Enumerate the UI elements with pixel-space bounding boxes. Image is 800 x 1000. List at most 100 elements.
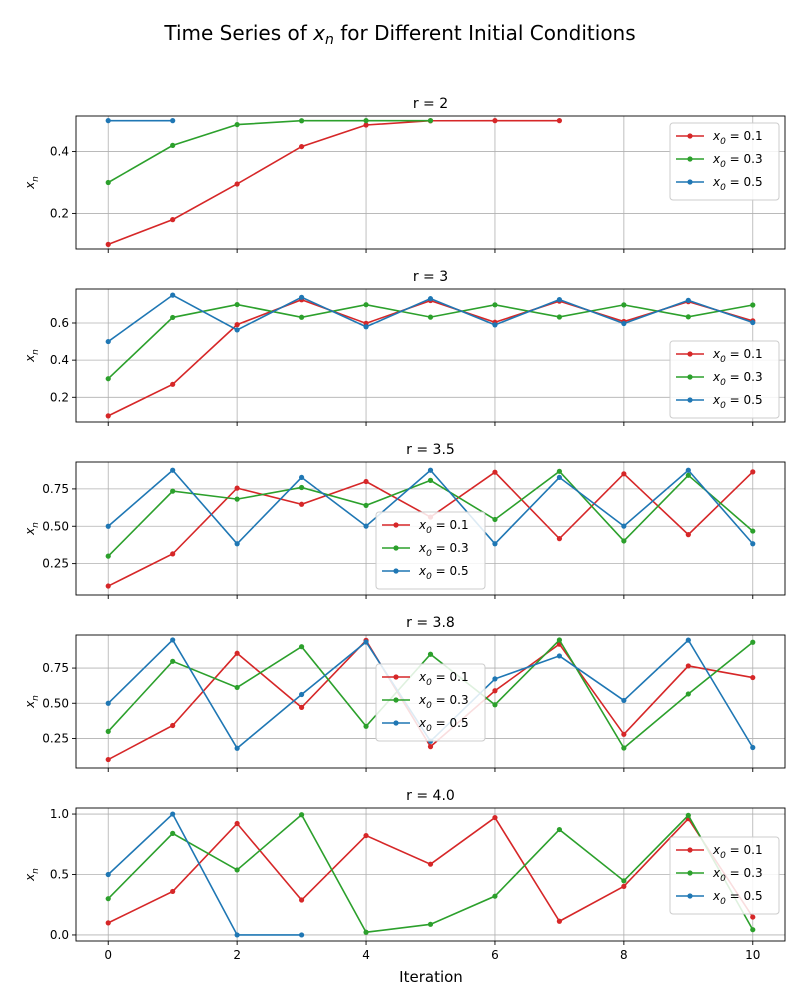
- legend-label: x0 = 0.1: [712, 843, 763, 861]
- legend-label: x0 = 0.1: [418, 670, 469, 688]
- data-point-x-0-0-3: [685, 691, 691, 697]
- data-point-x-0-0-5: [298, 932, 305, 938]
- data-point-x-0-0-5: [105, 523, 111, 529]
- legend-label: x0 = 0.3: [418, 541, 469, 559]
- y-tick-label: 0.4: [50, 353, 69, 367]
- subplot-title: r = 3: [413, 269, 448, 285]
- x-tick-label: 10: [745, 948, 760, 962]
- data-point-x-0-0-5: [492, 676, 498, 682]
- data-point-x-0-0-3: [170, 314, 176, 321]
- data-point-x-0-0-1: [105, 583, 111, 589]
- data-point-x-0-0-1: [363, 122, 369, 128]
- axes-frame: [75, 288, 786, 423]
- data-point-x-0-0-3: [685, 812, 691, 818]
- data-point-x-0-0-3: [105, 728, 111, 735]
- data-point-x-0-0-5: [750, 319, 756, 326]
- data-point-x-0-0-1: [170, 381, 176, 387]
- data-point-x-0-0-1: [621, 883, 627, 889]
- data-point-x-0-0-5: [363, 639, 369, 645]
- legend-marker: [393, 720, 399, 726]
- data-point-x-0-0-3: [170, 830, 176, 836]
- data-point-x-0-0-3: [234, 867, 240, 873]
- data-point-x-0-0-1: [170, 217, 176, 223]
- data-point-x-0-0-3: [556, 826, 563, 833]
- data-point-x-0-0-5: [556, 653, 563, 659]
- x-tick-label: 2: [233, 948, 241, 962]
- data-point-x-0-0-1: [170, 888, 176, 895]
- legend-marker: [687, 870, 693, 876]
- legend-label: x0 = 0.5: [712, 889, 763, 907]
- y-tick-label: 0.2: [50, 390, 69, 404]
- data-point-x-0-0-1: [492, 118, 498, 124]
- data-point-x-0-0-3: [492, 702, 498, 708]
- figure-title: Time Series of xn for Different Initial …: [163, 21, 635, 48]
- data-point-x-0-0-1: [685, 663, 691, 669]
- legend-marker: [393, 545, 399, 551]
- subplot-title: r = 3.8: [406, 615, 455, 631]
- x-axis-label: Iteration: [399, 968, 463, 986]
- data-point-x-0-0-5: [170, 637, 176, 643]
- legend-marker: [687, 179, 693, 185]
- data-point-x-0-0-3: [363, 118, 369, 124]
- x-tick-label: 4: [362, 948, 370, 962]
- data-point-x-0-0-5: [170, 811, 176, 817]
- y-axis-label: xn: [23, 176, 41, 190]
- data-point-x-0-0-5: [621, 320, 627, 327]
- data-point-x-0-0-1: [750, 674, 756, 681]
- data-point-x-0-0-3: [427, 477, 434, 483]
- data-point-x-0-0-3: [363, 723, 369, 729]
- data-point-x-0-0-3: [492, 302, 498, 308]
- y-tick-label: 0.0: [50, 928, 69, 942]
- data-point-x-0-0-1: [556, 918, 563, 924]
- axes-frame: [75, 115, 786, 250]
- x-tick-label: 8: [620, 948, 628, 962]
- data-point-x-0-0-1: [556, 118, 563, 124]
- legend-box: [669, 122, 780, 201]
- data-point-x-0-0-1: [621, 731, 627, 737]
- data-point-x-0-0-3: [234, 496, 240, 502]
- data-point-x-0-0-3: [750, 528, 756, 534]
- y-axis-label: xn: [23, 522, 41, 536]
- data-point-x-0-0-5: [363, 324, 369, 330]
- data-point-x-0-0-5: [750, 744, 756, 751]
- data-point-x-0-0-1: [685, 532, 691, 538]
- legend-marker: [687, 351, 693, 357]
- legend-box: [669, 836, 780, 915]
- data-point-x-0-0-1: [234, 322, 240, 328]
- data-point-x-0-0-3: [556, 637, 563, 643]
- data-point-x-0-0-3: [298, 118, 305, 124]
- legend-box: [669, 340, 780, 419]
- data-point-x-0-0-3: [750, 302, 756, 308]
- data-point-x-0-0-5: [427, 296, 434, 302]
- data-point-x-0-0-5: [298, 691, 305, 698]
- data-point-x-0-0-3: [105, 896, 111, 902]
- data-point-x-0-0-3: [363, 502, 369, 509]
- data-point-x-0-0-1: [298, 704, 305, 710]
- data-point-x-0-0-3: [556, 314, 563, 320]
- legend-marker: [393, 697, 399, 703]
- data-point-x-0-0-1: [492, 688, 498, 694]
- legend-label: x0 = 0.3: [418, 693, 469, 711]
- legend-marker: [393, 674, 399, 680]
- data-point-x-0-0-5: [234, 745, 240, 751]
- data-point-x-0-0-5: [298, 294, 305, 300]
- data-point-x-0-0-5: [234, 327, 240, 333]
- data-point-x-0-0-5: [105, 338, 111, 345]
- y-tick-label: 0.5: [50, 868, 69, 882]
- x-tick-label: 0: [104, 948, 112, 962]
- data-point-x-0-0-1: [492, 469, 498, 475]
- data-point-x-0-0-1: [556, 536, 563, 542]
- data-point-x-0-0-1: [170, 722, 176, 729]
- legend-label: x0 = 0.5: [418, 564, 469, 582]
- data-point-x-0-0-1: [427, 861, 434, 867]
- data-point-x-0-0-3: [427, 651, 434, 657]
- data-point-x-0-0-3: [621, 538, 627, 544]
- y-tick-label: 0.2: [50, 206, 69, 220]
- data-point-x-0-0-1: [105, 920, 111, 926]
- legend-label: x0 = 0.1: [712, 129, 763, 147]
- data-point-x-0-0-5: [750, 541, 756, 547]
- y-tick-label: 0.75: [42, 482, 69, 496]
- legend-marker: [687, 133, 693, 139]
- legend-box: [375, 511, 486, 590]
